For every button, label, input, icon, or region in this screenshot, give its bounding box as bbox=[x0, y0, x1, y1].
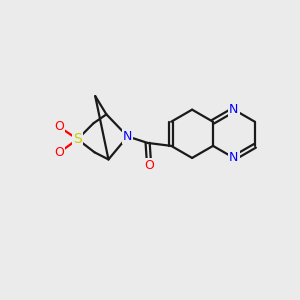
Text: O: O bbox=[144, 158, 154, 172]
Text: N: N bbox=[229, 152, 239, 164]
Text: N: N bbox=[123, 130, 132, 143]
Text: S: S bbox=[73, 132, 82, 146]
Text: N: N bbox=[229, 103, 239, 116]
Text: O: O bbox=[54, 146, 64, 159]
Text: O: O bbox=[54, 120, 64, 134]
